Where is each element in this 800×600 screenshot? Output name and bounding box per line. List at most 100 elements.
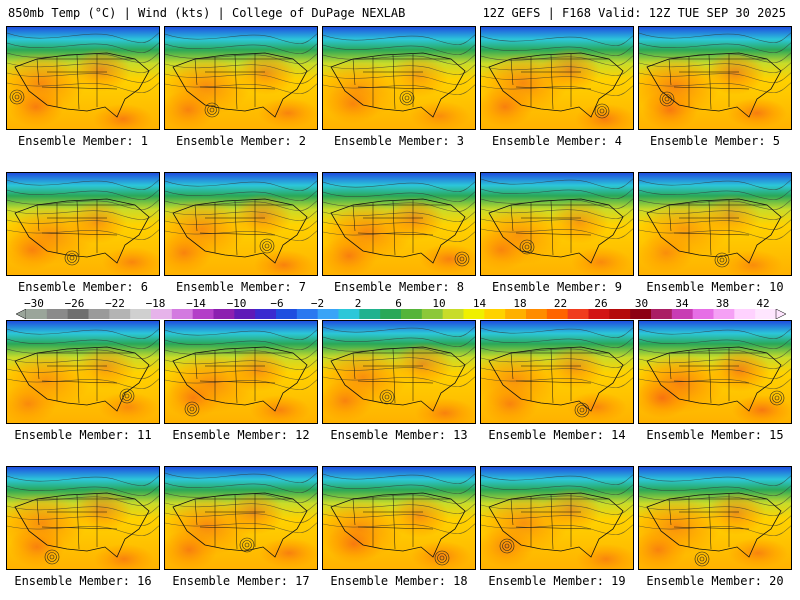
warm-anomaly (732, 395, 791, 423)
height-contour (323, 221, 475, 232)
state-borders (352, 200, 451, 256)
height-contour (7, 42, 159, 53)
ensemble-member-label: Ensemble Member: 1 (17, 134, 149, 148)
colorbar-left-arrow (16, 309, 27, 319)
height-contour (7, 32, 159, 43)
model-run-info: 12Z GEFS | F168 Valid: 12Z TUE SEP 30 20… (482, 6, 786, 20)
warm-anomaly (710, 348, 770, 392)
pressure-low-contour (502, 541, 512, 551)
warm-anomaly (706, 491, 766, 535)
colorbar-segment (401, 309, 423, 319)
pressure-low-contour (209, 107, 215, 113)
temperature-map (165, 27, 317, 129)
colorbar-tick-label: 14 (472, 297, 487, 310)
colorbar-tick-label: 38 (715, 297, 730, 310)
height-contour (639, 338, 791, 349)
warm-anomaly (7, 384, 56, 423)
ensemble-member-label: Ensemble Member: 2 (175, 134, 307, 148)
coastline (646, 492, 782, 558)
ensemble-member-panel (638, 26, 792, 130)
colorbar-segment (255, 309, 277, 319)
height-contour (323, 473, 475, 484)
temperature-colorbar (16, 309, 786, 319)
height-contour (639, 32, 791, 43)
height-contour (323, 483, 475, 494)
warm-anomaly (8, 87, 64, 127)
temperature-map (639, 27, 791, 129)
warm-anomaly (727, 98, 787, 128)
colorbar-segment (588, 309, 610, 319)
height-contour (7, 378, 159, 389)
coastline (330, 346, 466, 412)
coastline (488, 492, 624, 558)
height-contour (481, 347, 633, 358)
height-contour (481, 228, 633, 239)
height-contour (639, 179, 791, 190)
height-contour (7, 179, 159, 190)
ensemble-member-label: Ensemble Member: 12 (172, 428, 310, 442)
height-contour (481, 484, 633, 495)
height-contour (481, 524, 633, 535)
height-contour (481, 327, 633, 338)
height-contour (639, 199, 791, 210)
height-contour (481, 75, 633, 86)
state-borders (668, 54, 767, 110)
colorbar-right-arrow (775, 309, 786, 319)
pressure-low-contour (187, 404, 197, 414)
height-contour (639, 229, 791, 240)
pressure-low-contour (204, 102, 220, 118)
ensemble-member-label: Ensemble Member: 6 (17, 280, 149, 294)
temperature-map (639, 321, 791, 423)
colorbar-segment (338, 309, 360, 319)
colorbar-segment (317, 309, 339, 319)
warm-anomaly (7, 230, 60, 270)
temperature-map (165, 321, 317, 423)
height-contour (639, 219, 791, 230)
temperature-map (7, 27, 159, 129)
height-contour (323, 366, 475, 377)
state-borders (36, 200, 135, 256)
coastline (488, 198, 624, 264)
height-contour (481, 198, 633, 209)
warm-anomaly (165, 90, 216, 129)
coastline (14, 492, 150, 558)
temperature-map (481, 467, 633, 569)
colorbar-tick-label: −26 (64, 297, 85, 310)
pressure-low-contour (239, 537, 255, 553)
temperature-map (639, 467, 791, 569)
state-borders (352, 348, 451, 404)
pressure-low-contour (399, 90, 415, 106)
warm-anomaly (224, 491, 284, 535)
colorbar-segment (463, 309, 485, 319)
colorbar-segment (296, 309, 319, 319)
height-contour (165, 73, 317, 84)
pressure-low-contour (404, 95, 410, 101)
height-contour (165, 492, 317, 503)
warm-anomaly (98, 392, 158, 422)
height-contour (165, 472, 317, 483)
height-contour (481, 367, 633, 378)
warm-anomaly (323, 236, 377, 275)
state-borders (510, 200, 609, 256)
pressure-low-contour (242, 540, 252, 550)
height-contour (323, 326, 475, 337)
state-borders (36, 494, 135, 550)
colorbar-segment (713, 309, 735, 319)
ensemble-member-panel (480, 466, 634, 570)
colorbar-segment (755, 309, 777, 319)
temperature-map (323, 173, 475, 275)
ensemble-member-label: Ensemble Member: 5 (649, 134, 781, 148)
coastline (646, 198, 782, 264)
warm-anomaly (415, 398, 475, 423)
colorbar-segment (630, 309, 652, 319)
ensemble-member-panel (322, 172, 476, 276)
pressure-low-contour (64, 250, 80, 266)
height-contour (165, 43, 317, 54)
state-borders (510, 348, 609, 404)
temperature-map (165, 467, 317, 569)
state-borders (352, 494, 451, 550)
warm-anomaly (76, 345, 136, 389)
ensemble-member-panel (638, 466, 792, 570)
pressure-low-contour (717, 255, 727, 265)
pressure-low-contour (384, 394, 390, 400)
